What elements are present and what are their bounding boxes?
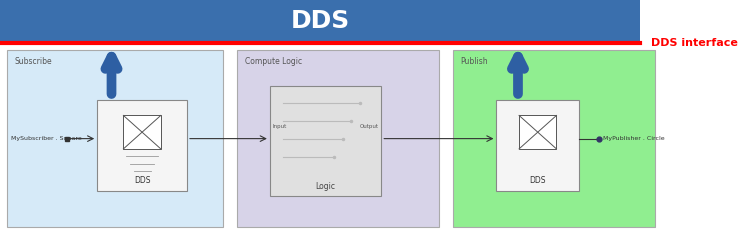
FancyBboxPatch shape bbox=[270, 86, 382, 196]
Text: Publish: Publish bbox=[460, 57, 488, 66]
FancyBboxPatch shape bbox=[123, 115, 161, 149]
Text: Subscribe: Subscribe bbox=[14, 57, 52, 66]
FancyBboxPatch shape bbox=[237, 50, 439, 227]
FancyBboxPatch shape bbox=[97, 100, 187, 191]
Text: DDS: DDS bbox=[134, 176, 150, 185]
Text: DDS: DDS bbox=[291, 9, 350, 33]
Text: MySubscriber . Square: MySubscriber . Square bbox=[11, 136, 82, 141]
Text: Compute Logic: Compute Logic bbox=[245, 57, 302, 66]
Text: MyPublisher . Circle: MyPublisher . Circle bbox=[603, 136, 665, 141]
Text: Output: Output bbox=[360, 124, 379, 129]
Text: Input: Input bbox=[273, 124, 287, 129]
FancyBboxPatch shape bbox=[519, 115, 556, 149]
FancyBboxPatch shape bbox=[0, 0, 641, 43]
Text: DDS: DDS bbox=[529, 176, 546, 185]
FancyBboxPatch shape bbox=[496, 100, 579, 191]
FancyBboxPatch shape bbox=[8, 50, 223, 227]
Text: DDS interface: DDS interface bbox=[651, 38, 738, 48]
Text: Logic: Logic bbox=[315, 182, 336, 191]
FancyBboxPatch shape bbox=[454, 50, 655, 227]
